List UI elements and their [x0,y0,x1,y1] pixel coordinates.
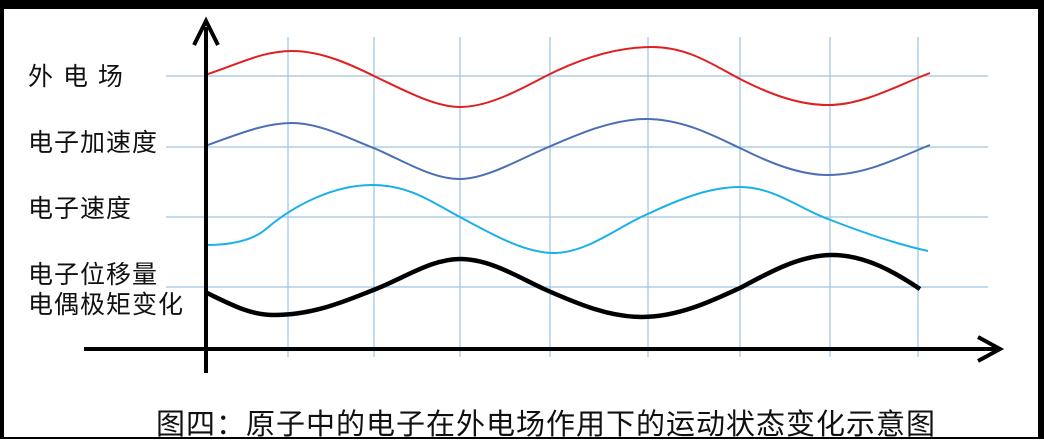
axes [84,16,1005,373]
y-axis-arrowhead [192,16,220,46]
label-electron-displacement: 电子位移量 [28,260,159,289]
label-dipole-moment-change: 电偶极矩变化 [28,290,185,319]
horizontal-grid [166,75,988,288]
label-electron-velocity: 电子速度 [28,194,133,223]
x-axis-arrowhead [977,335,1005,363]
motion-diagram [84,16,1005,373]
figure-caption: 图四：原子中的电子在外电场作用下的运动状态变化示意图 [156,407,937,441]
vertical-grid [287,37,919,357]
acceleration-curve [204,117,931,181]
field-curve [204,45,931,109]
velocity-curve [204,183,929,255]
displacement-curve [204,252,922,320]
label-external-field: 外 电 场 [28,62,124,91]
label-electron-acceleration: 电子加速度 [28,128,159,157]
